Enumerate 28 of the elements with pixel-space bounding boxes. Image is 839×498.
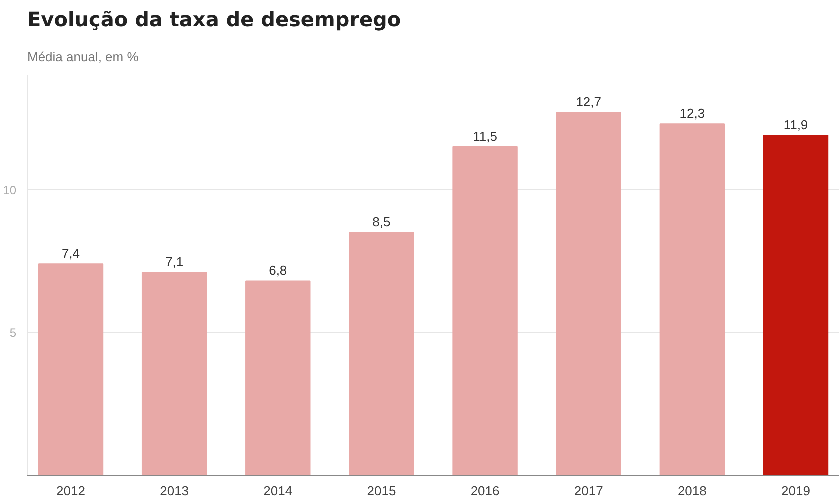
chart-title: Evolução da taxa de desemprego [28, 8, 402, 32]
bar [556, 112, 622, 476]
y-tick-label: 10 [3, 183, 17, 198]
bar [246, 280, 311, 476]
data-label: 7,1 [166, 254, 184, 270]
x-tick-label: 2018 [678, 484, 707, 498]
data-label: 11,9 [784, 118, 808, 132]
data-label: 12,3 [680, 106, 706, 122]
data-label: 6,8 [269, 263, 288, 278]
x-tick-label: 2015 [367, 484, 396, 498]
data-label: 8,5 [372, 214, 391, 230]
x-tick-label: 2014 [264, 484, 293, 498]
x-tick-label: 2012 [56, 484, 86, 498]
bar [452, 146, 518, 476]
data-label: 12,7 [576, 94, 602, 110]
x-tick-label: 2017 [574, 484, 604, 498]
bar [660, 124, 726, 476]
y-tick-label: 5 [10, 326, 17, 340]
bar [142, 272, 208, 476]
bar [38, 264, 104, 476]
data-label: 11,5 [473, 128, 498, 144]
bar [349, 232, 414, 476]
chart-subtitle: Média anual, em % [28, 50, 140, 64]
bar [763, 135, 829, 476]
data-label: 7,4 [62, 246, 80, 262]
x-tick-label: 2019 [782, 484, 810, 498]
x-tick-label: 2013 [160, 484, 190, 498]
x-tick-label: 2016 [470, 484, 500, 498]
